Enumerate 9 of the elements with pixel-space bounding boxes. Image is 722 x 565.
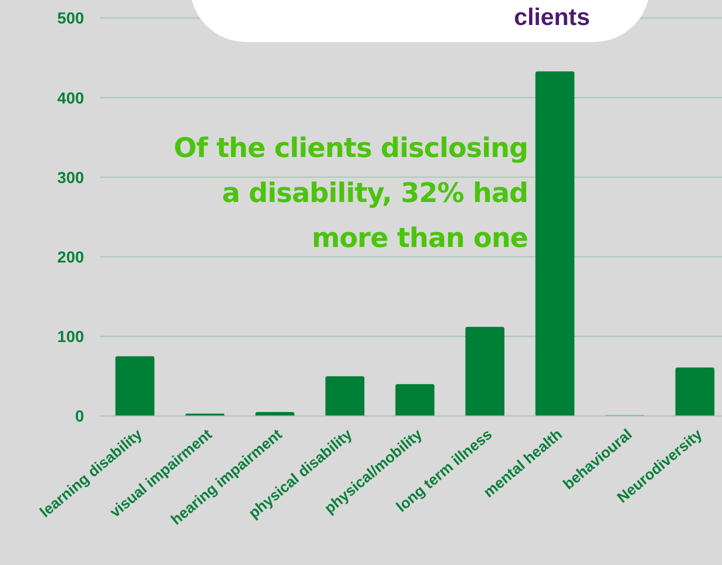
y-tick-label: 100 — [57, 329, 84, 346]
chart-title: clients — [514, 4, 590, 32]
annotation: Of the clients disclosing a disability, 32% had more than one — [172, 132, 528, 256]
y-tick-label: 200 — [57, 249, 84, 266]
y-tick-label: 500 — [57, 10, 84, 28]
y-tick-label: 300 — [57, 170, 84, 187]
title-panel: clients — [190, 0, 650, 42]
y-tick-label: 400 — [57, 90, 84, 108]
y-tick-label: 0 — [75, 408, 84, 426]
